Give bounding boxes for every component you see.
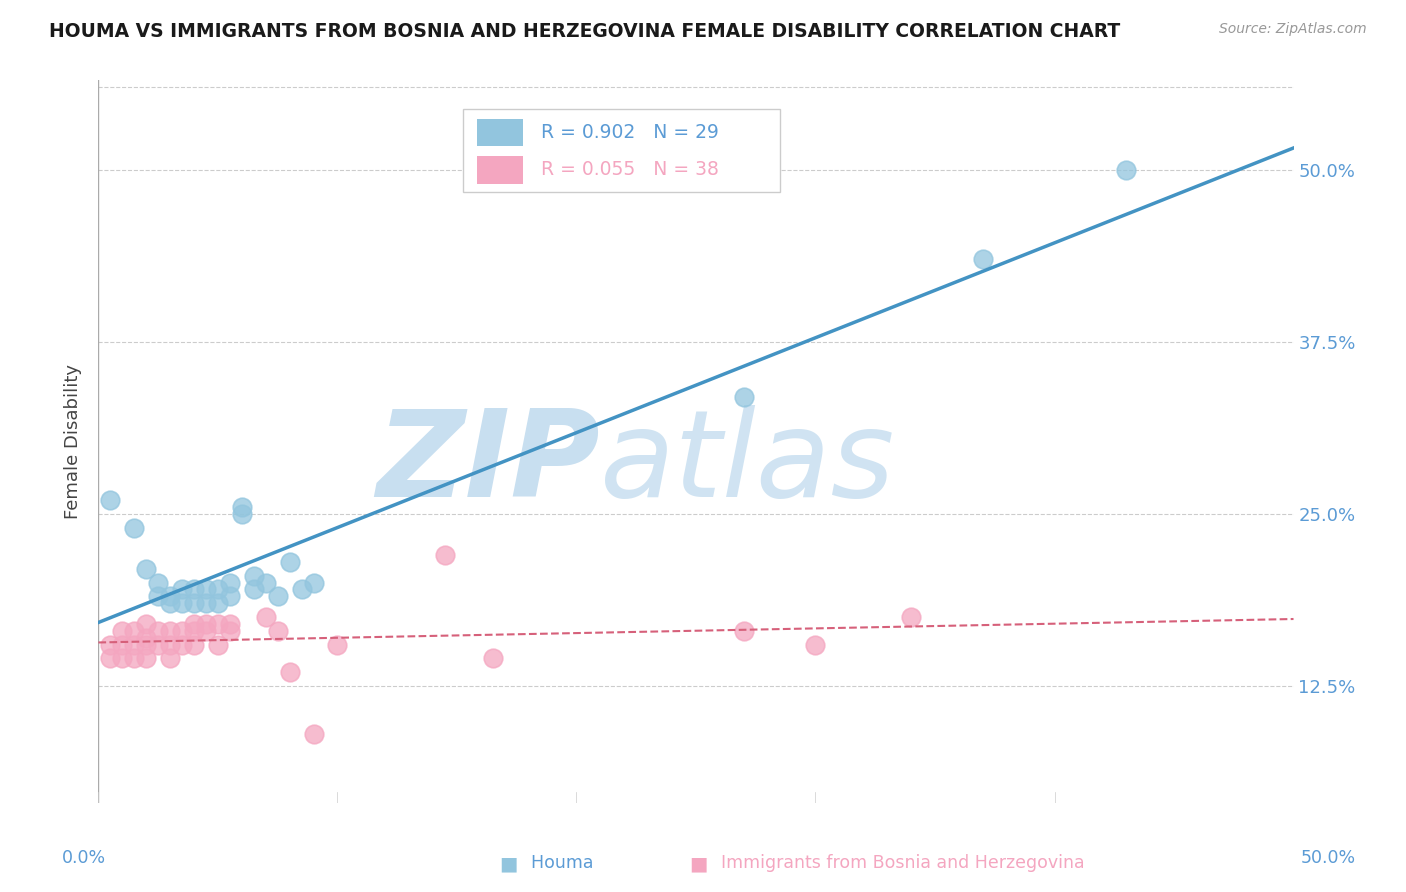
Text: ■: ■: [689, 854, 707, 873]
Text: 50.0%: 50.0%: [1301, 849, 1357, 867]
Text: atlas: atlas: [600, 405, 896, 522]
Text: Immigrants from Bosnia and Herzegovina: Immigrants from Bosnia and Herzegovina: [710, 855, 1084, 872]
Point: [111, 624, 134, 638]
Point: [207, 582, 229, 597]
Text: Source: ZipAtlas.com: Source: ZipAtlas.com: [1219, 22, 1367, 37]
FancyBboxPatch shape: [477, 119, 523, 146]
Point: [172, 638, 194, 652]
Point: [195, 624, 218, 638]
Point: [231, 507, 253, 521]
Point: [207, 616, 229, 631]
Point: [254, 575, 277, 590]
Point: [172, 582, 194, 597]
Point: [972, 252, 994, 267]
Point: [267, 624, 290, 638]
Point: [148, 624, 170, 638]
Point: [183, 582, 205, 597]
Text: ZIP: ZIP: [377, 405, 600, 522]
Point: [159, 590, 181, 604]
Point: [207, 638, 229, 652]
Point: [804, 638, 827, 652]
Point: [183, 638, 205, 652]
Point: [172, 624, 194, 638]
Text: ■: ■: [499, 854, 517, 873]
Y-axis label: Female Disability: Female Disability: [63, 364, 82, 519]
Point: [111, 638, 134, 652]
Point: [254, 610, 277, 624]
Point: [148, 638, 170, 652]
Point: [159, 624, 181, 638]
Point: [148, 575, 170, 590]
Point: [302, 575, 325, 590]
Point: [302, 727, 325, 741]
Point: [291, 582, 314, 597]
Text: R = 0.902   N = 29: R = 0.902 N = 29: [541, 123, 718, 142]
Point: [278, 665, 301, 679]
Point: [148, 590, 170, 604]
Point: [243, 582, 266, 597]
Point: [124, 638, 146, 652]
Point: [733, 624, 755, 638]
Point: [159, 651, 181, 665]
Point: [219, 590, 242, 604]
Point: [219, 624, 242, 638]
Point: [135, 616, 157, 631]
Point: [243, 568, 266, 582]
Point: [124, 624, 146, 638]
Point: [98, 493, 122, 508]
Point: [195, 582, 218, 597]
Point: [183, 596, 205, 610]
Point: [172, 596, 194, 610]
Point: [219, 575, 242, 590]
Point: [1115, 162, 1137, 177]
Point: [98, 638, 122, 652]
Point: [481, 651, 505, 665]
Point: [195, 616, 218, 631]
Point: [124, 520, 146, 534]
Point: [183, 616, 205, 631]
Text: Houma: Houma: [520, 855, 593, 872]
Text: HOUMA VS IMMIGRANTS FROM BOSNIA AND HERZEGOVINA FEMALE DISABILITY CORRELATION CH: HOUMA VS IMMIGRANTS FROM BOSNIA AND HERZ…: [49, 22, 1121, 41]
Text: R = 0.055   N = 38: R = 0.055 N = 38: [541, 161, 718, 179]
Point: [326, 638, 349, 652]
Point: [278, 555, 301, 569]
FancyBboxPatch shape: [463, 109, 780, 193]
Point: [195, 596, 218, 610]
FancyBboxPatch shape: [477, 156, 523, 184]
Point: [267, 590, 290, 604]
Point: [124, 651, 146, 665]
Point: [135, 651, 157, 665]
Text: 0.0%: 0.0%: [62, 849, 107, 867]
Point: [135, 631, 157, 645]
Point: [183, 624, 205, 638]
Point: [434, 548, 457, 562]
Point: [159, 596, 181, 610]
Point: [219, 616, 242, 631]
Point: [135, 638, 157, 652]
Point: [135, 562, 157, 576]
Point: [111, 651, 134, 665]
Point: [159, 638, 181, 652]
Point: [207, 596, 229, 610]
Point: [733, 390, 755, 404]
Point: [900, 610, 922, 624]
Point: [231, 500, 253, 514]
Point: [98, 651, 122, 665]
